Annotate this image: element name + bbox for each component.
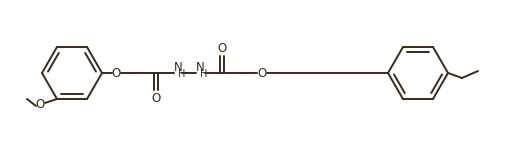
Text: O: O (112, 66, 121, 80)
Text: O: O (35, 98, 44, 111)
Text: O: O (258, 66, 267, 80)
Text: O: O (217, 41, 226, 55)
Text: H: H (200, 69, 208, 79)
Text: H: H (178, 69, 186, 79)
Text: N: N (174, 61, 183, 74)
Text: O: O (151, 91, 161, 105)
Text: N: N (196, 61, 204, 74)
